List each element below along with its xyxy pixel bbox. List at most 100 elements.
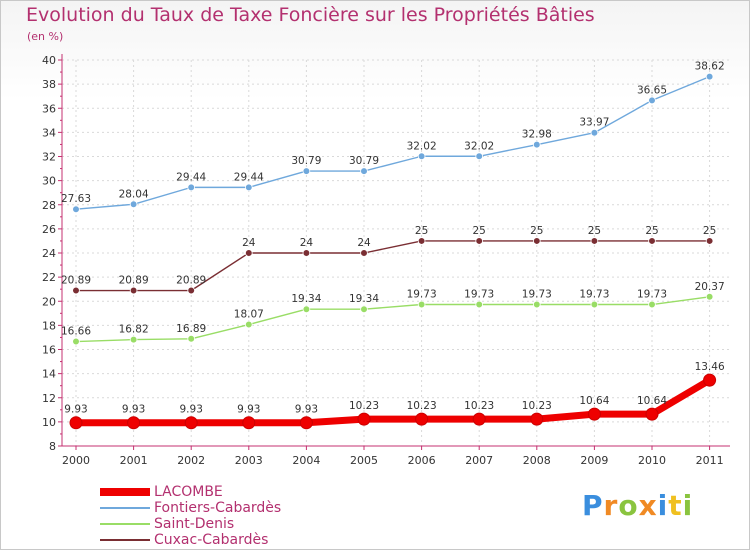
y-tick-label: 12 — [42, 392, 56, 405]
data-label: 24 — [357, 237, 371, 249]
data-label: 36.65 — [637, 84, 667, 96]
data-point — [472, 412, 486, 426]
data-label: 19.73 — [637, 289, 667, 301]
data-label: 19.34 — [349, 293, 379, 305]
y-tick-label: 30 — [42, 175, 56, 188]
y-tick-label: 40 — [42, 54, 56, 67]
data-label: 19.73 — [522, 289, 552, 301]
data-point — [587, 407, 601, 421]
legend-swatch — [100, 523, 150, 525]
data-label: 10.64 — [637, 395, 667, 407]
data-label: 38.62 — [695, 61, 725, 73]
data-point — [475, 152, 484, 161]
data-label: 19.73 — [579, 289, 609, 301]
data-point — [302, 305, 311, 314]
x-tick-label: 2007 — [465, 454, 493, 467]
y-tick-label: 16 — [42, 344, 56, 357]
y-tick-label: 14 — [42, 368, 56, 381]
data-point — [648, 96, 656, 105]
series-line-LACOMBE — [72, 376, 714, 427]
data-label: 24 — [242, 237, 256, 249]
x-tick-label: 2004 — [292, 454, 320, 467]
y-tick-label: 24 — [42, 247, 56, 260]
y-tick-label: 22 — [42, 271, 56, 284]
data-point — [590, 128, 599, 137]
data-point — [72, 205, 80, 214]
axes: 8 10 12 14 16 18 20 22 24 26 28 30 32 34 36 38 40 2000 200… — [42, 54, 730, 467]
data-label: 20.89 — [119, 275, 149, 287]
data-label: 20.37 — [695, 281, 725, 293]
data-label: 32.02 — [464, 140, 494, 152]
legend-swatch — [100, 507, 150, 509]
legend-swatch — [100, 539, 150, 541]
data-label: 9.93 — [295, 404, 318, 416]
logo-letter: o — [618, 489, 639, 522]
data-label: 24 — [300, 237, 314, 249]
grid — [62, 59, 730, 446]
y-tick-label: 20 — [42, 295, 56, 308]
data-label: 13.46 — [695, 361, 725, 373]
legend-swatch — [100, 488, 150, 496]
data-label: 16.66 — [61, 326, 91, 338]
data-label: 30.79 — [291, 155, 321, 167]
data-label: 19.34 — [291, 293, 321, 305]
data-label: 9.93 — [122, 404, 145, 416]
data-point — [129, 200, 138, 209]
x-tick-label: 2002 — [177, 454, 205, 467]
data-labels: 27.63 28.04 29.44 29.44 30.79 30.79 32.02 32.02… — [61, 61, 725, 416]
data-label: 28.04 — [119, 188, 149, 200]
x-tick-label: 2000 — [62, 454, 90, 467]
x-tick-label: 2011 — [696, 454, 724, 467]
data-label: 10.23 — [407, 400, 437, 412]
data-point — [245, 249, 253, 257]
data-label: 16.89 — [176, 323, 206, 335]
data-label: 10.23 — [464, 400, 494, 412]
logo-letter: P — [582, 489, 604, 522]
data-label: 9.93 — [237, 404, 260, 416]
logo-letter: t — [668, 489, 683, 522]
data-point — [187, 183, 196, 192]
data-point — [357, 412, 371, 426]
data-point — [129, 286, 138, 295]
x-tick-label: 2006 — [408, 454, 436, 467]
data-point — [705, 72, 714, 81]
data-point — [69, 416, 83, 430]
data-point — [299, 416, 313, 430]
data-label: 10.64 — [579, 395, 609, 407]
data-label: 25 — [703, 225, 716, 237]
legend-label: Cuxac-Cabardès — [154, 532, 269, 548]
y-tick-label: 26 — [42, 223, 56, 236]
legend-label: LACOMBE — [154, 484, 223, 500]
data-point — [475, 300, 484, 309]
chart-title: Evolution du Taux de Taxe Foncière sur l… — [26, 4, 595, 26]
data-label: 29.44 — [176, 171, 206, 183]
data-point — [417, 300, 426, 309]
y-tick-label: 34 — [42, 126, 56, 139]
y-tick-label: 32 — [42, 151, 56, 164]
y-tick-label: 36 — [42, 102, 56, 115]
data-point — [532, 140, 541, 149]
data-point — [705, 237, 714, 245]
data-point — [127, 416, 141, 430]
y-tick-label: 10 — [42, 416, 56, 429]
x-tick-label: 2003 — [235, 454, 263, 467]
logo-letter: x — [638, 489, 658, 522]
data-point — [245, 183, 253, 192]
data-point — [705, 292, 714, 301]
y-tick-label: 28 — [42, 199, 56, 212]
data-label: 25 — [588, 225, 601, 237]
data-point — [648, 300, 656, 309]
data-point — [72, 286, 80, 295]
proxiti-logo: Proxiti — [582, 489, 693, 522]
x-tick-label: 2001 — [120, 454, 148, 467]
data-point — [590, 300, 599, 309]
legend-label: Saint-Denis — [154, 516, 235, 532]
data-point — [302, 249, 311, 257]
data-point — [648, 237, 656, 245]
data-label: 25 — [530, 225, 543, 237]
data-point — [475, 237, 484, 245]
data-point — [703, 373, 717, 387]
data-label: 25 — [473, 225, 486, 237]
